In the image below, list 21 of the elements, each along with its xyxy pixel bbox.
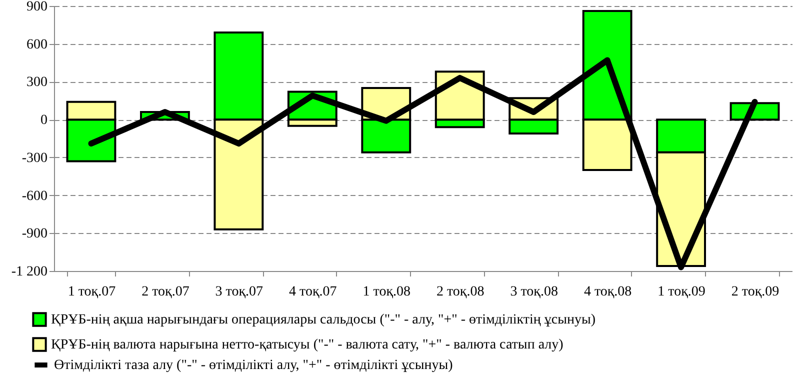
x-tick-label: 3 тоқ.08 [510, 284, 558, 300]
x-tick-label: 1 тоқ.09 [658, 284, 706, 300]
y-tick-label: -300 [22, 150, 48, 166]
y-tick-label: 900 [26, 0, 48, 14]
y-tick-label: 300 [26, 75, 48, 90]
y-tick-label: -600 [22, 188, 48, 204]
legend-label: ҚРҰБ-нің ақша нарығындағы операциялары сальдосы ("-" - алу, "+" - өтімділіктің ұсынуы) [51, 312, 596, 328]
x-tick-label: 3 тоқ.07 [215, 284, 264, 300]
legend-label: Өтімділікті таза алу ("-" - өтімділікті алу, "+" - өтімділікті ұсынуы) [54, 358, 454, 373]
y-tick-label: 600 [26, 37, 48, 52]
y-tick-label: 0 [40, 113, 48, 128]
x-tick-label: 2 тоқ.08 [436, 284, 484, 300]
x-tick-label: 1 тоқ.07 [68, 284, 116, 300]
x-tick-label: 2 тоқ.07 [142, 284, 190, 300]
x-tick-label: 1 тоқ.08 [362, 284, 411, 300]
legend-label: ҚРҰБ-нің валюта нарығына нетто-қатысуы ("-" - валюта сату, "+" - валюта сатып алу) [51, 338, 564, 352]
x-tick-label: 2 тоқ.09 [731, 284, 780, 300]
x-tick-label: 4 тоқ.07 [289, 284, 337, 300]
y-tick-label: -1 200 [11, 264, 48, 280]
y-tick-label: -900 [22, 226, 48, 242]
x-tick-label: 4 тоқ.08 [584, 284, 632, 300]
